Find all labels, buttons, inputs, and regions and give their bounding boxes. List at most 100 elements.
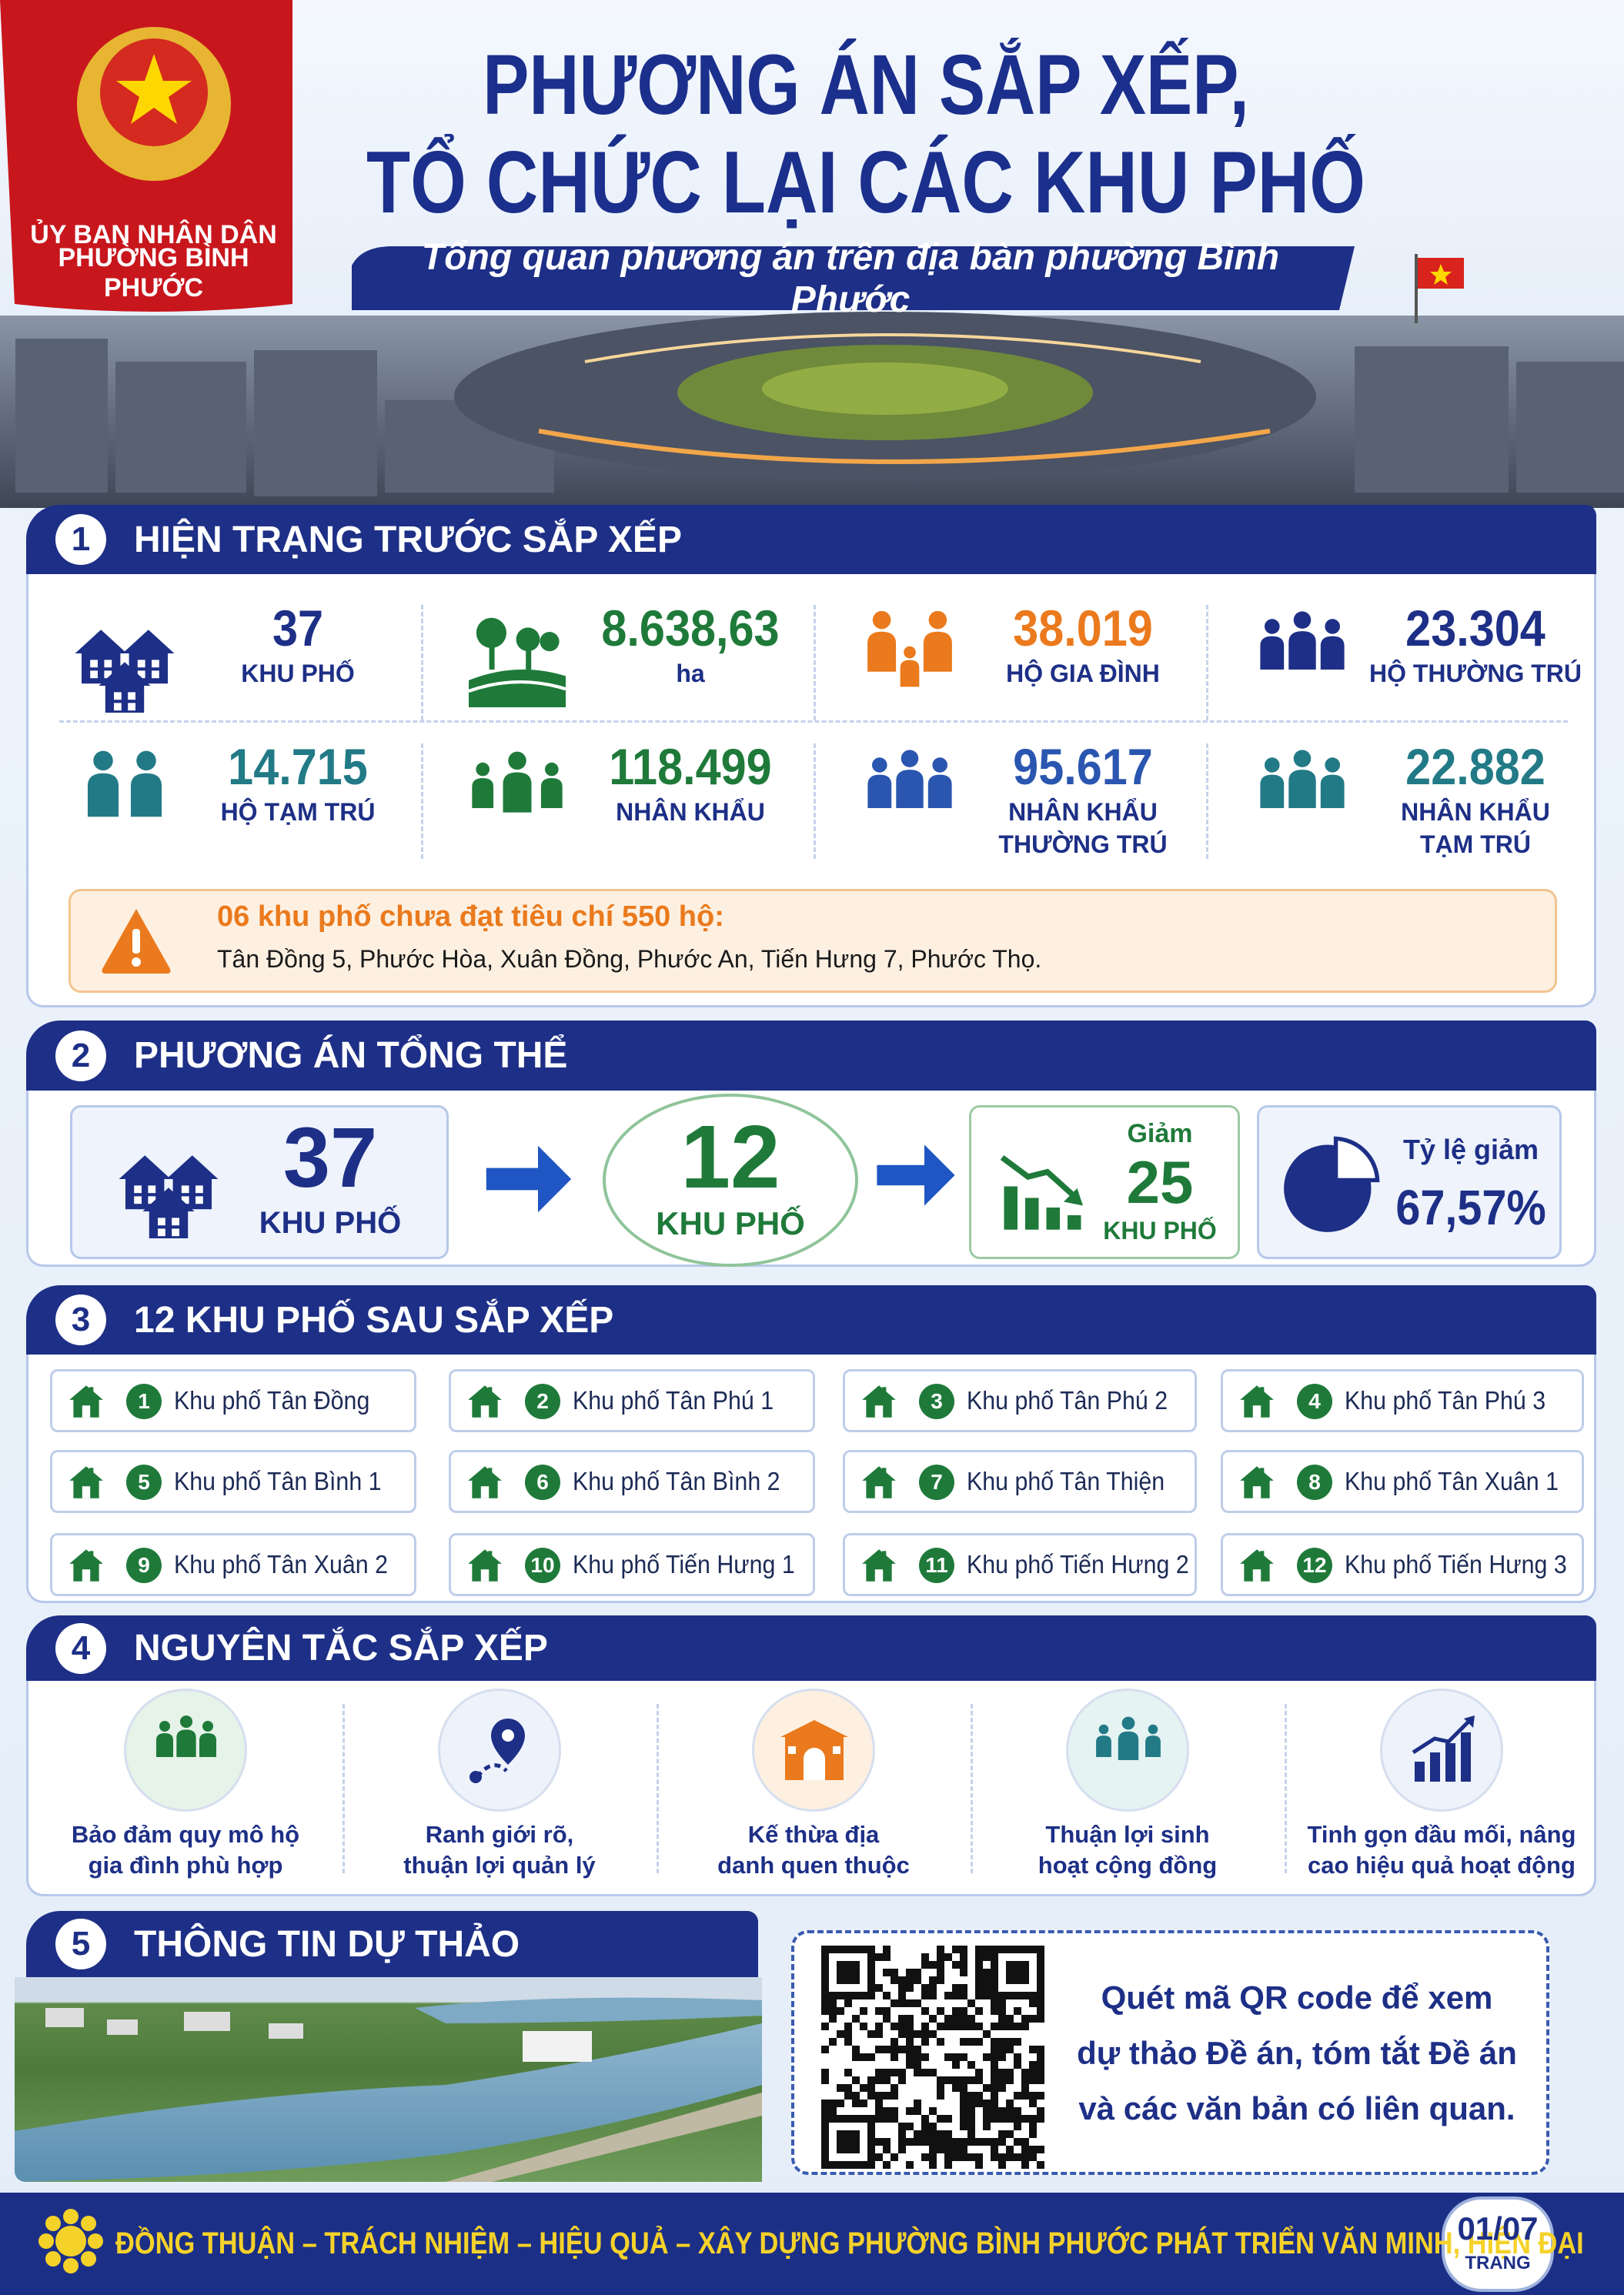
- section-bar: 4 NGUYÊN TẮC SẮP XẾP: [26, 1615, 1596, 1681]
- icon-part: [929, 2015, 937, 2023]
- icon-part: [998, 2076, 1006, 2084]
- icon-part: [821, 2107, 829, 2115]
- logo-petal: [45, 2251, 61, 2267]
- icon-part: [821, 2007, 829, 2015]
- icon-part: [967, 2123, 975, 2130]
- icon-part: [898, 2138, 906, 2146]
- icon-part: [967, 1999, 975, 2007]
- icon-part: [937, 2092, 944, 2100]
- icon-part: [1029, 2076, 1037, 2084]
- icon-part: [967, 2153, 975, 2161]
- page-number: 01/07: [1457, 2210, 1539, 2247]
- item-name: Khu phố Tân Xuân 2: [174, 1550, 388, 1578]
- icon-part: [960, 1992, 967, 1999]
- home-icon: [468, 1466, 502, 1498]
- flag-star: [1430, 264, 1452, 285]
- houses-icon: [75, 630, 175, 713]
- item-name: Khu phố Tân Bình 1: [174, 1467, 382, 1495]
- buildings: [15, 339, 1624, 496]
- ratio-label: Tỷ lệ giảm: [1402, 1134, 1539, 1165]
- icon-part: [1014, 2061, 1021, 2069]
- icon-part: [480, 1569, 490, 1582]
- icon-part: [181, 1185, 189, 1194]
- icon-part: [927, 774, 952, 808]
- icon-part: [998, 2038, 1006, 2046]
- neighborhood-item: 7 Khu phố Tân Thiện: [843, 1450, 1197, 1513]
- icon-part: [1325, 619, 1340, 634]
- logo-petal: [63, 2209, 79, 2224]
- icon-part: [921, 2130, 929, 2138]
- icon-part: [929, 2123, 937, 2130]
- icon-part: [172, 1228, 179, 1237]
- home-icon: [69, 1549, 103, 1582]
- icon-part: [882, 1551, 887, 1559]
- icon-part: [821, 2076, 829, 2084]
- warning-box: 06 khu phố chưa đạt tiêu chí 550 hộ: Tân …: [69, 889, 1557, 993]
- divider: [971, 1704, 973, 1873]
- icon-part: [998, 2107, 1006, 2115]
- stat-label: NHÂN KHẨU TẠM TRÚ: [1401, 798, 1550, 858]
- icon-part: [867, 2030, 875, 2038]
- icon-part: [1006, 1961, 1029, 1984]
- icon-part: [875, 2138, 883, 2146]
- icon-part: [1037, 2053, 1044, 2061]
- item-name: Khu phố Tân Đồng: [174, 1386, 370, 1415]
- icon-part: [937, 2138, 944, 2146]
- icon-part: [480, 1486, 490, 1498]
- icon-part: [891, 2115, 898, 2123]
- icon-part: [1037, 2046, 1044, 2053]
- icon-part: [69, 1549, 103, 1582]
- stat-label: HỘ THƯỜNG TRÚ: [1368, 660, 1582, 687]
- icon-part: [148, 1185, 156, 1194]
- ratio-card: Tỷ lệ giảm 67,57%: [1257, 1105, 1562, 1259]
- icon-part: [468, 680, 566, 693]
- icon-part: [1006, 2076, 1014, 2084]
- icon-part: [960, 1969, 967, 1976]
- icon-part: [488, 1468, 493, 1476]
- icon-part: [929, 2130, 937, 2138]
- icon-part: [875, 1953, 883, 1961]
- icon-part: [967, 2038, 975, 2046]
- icon-part: [469, 669, 566, 707]
- icon-part: [1037, 2069, 1044, 2076]
- icon-part: [983, 2123, 991, 2130]
- building: [1516, 362, 1624, 493]
- icon-part: [921, 1992, 929, 1999]
- icon-part: [508, 751, 526, 770]
- icon-part: [906, 2046, 914, 2053]
- icon-part: [1037, 1999, 1044, 2007]
- icon-part: [1021, 2115, 1029, 2123]
- icon-part: [883, 2146, 891, 2153]
- icon-part: [975, 2161, 983, 2169]
- icon-part: [476, 1763, 508, 1779]
- icon-part: [998, 2015, 1006, 2023]
- neighborhood-item: 12 Khu phố Tiến Hưng 3: [1221, 1533, 1584, 1596]
- icon-part: [998, 2069, 1006, 2076]
- icon-part: [872, 610, 891, 630]
- icon-part: [960, 2153, 967, 2161]
- divider: [1285, 1704, 1287, 1873]
- icon-part: [1252, 1569, 1261, 1582]
- principle-icon: [1066, 1689, 1189, 1812]
- icon-part: [891, 2084, 898, 2092]
- icon-part: [1021, 2069, 1029, 2076]
- icon-part: [944, 1992, 952, 1999]
- icon-part: [852, 2076, 860, 2084]
- reduction-prefix: Giảm: [1127, 1119, 1193, 1148]
- logo-petal: [38, 2233, 54, 2249]
- icon-part: [883, 1992, 891, 1999]
- icon-part: [914, 2107, 921, 2115]
- icon-part: [921, 1961, 929, 1969]
- icon-part: [1014, 2115, 1021, 2123]
- icon-part: [883, 2138, 891, 2146]
- icon-part: [929, 2153, 937, 2161]
- icon-part: [883, 2046, 891, 2053]
- icon-part: [90, 660, 98, 668]
- icon-part: [472, 777, 494, 808]
- subtitle-banner: [352, 246, 1355, 310]
- icon-part: [944, 2146, 952, 2153]
- icon-part: [923, 631, 952, 672]
- icon-part: [891, 2107, 898, 2115]
- stat-label: KHU PHỐ: [241, 660, 355, 687]
